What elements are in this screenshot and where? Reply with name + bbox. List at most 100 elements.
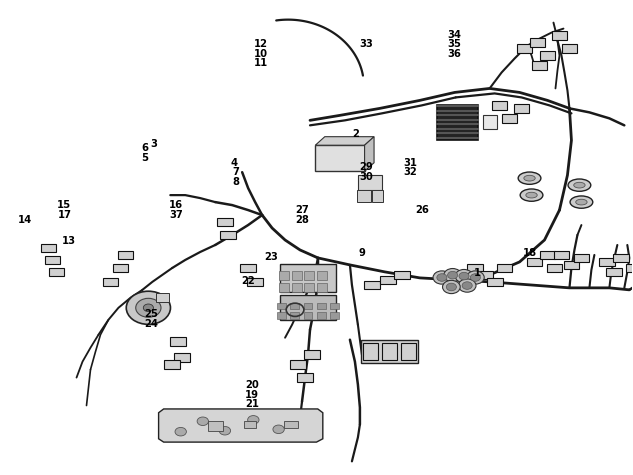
Bar	[304, 303, 313, 309]
Text: 6: 6	[141, 143, 148, 153]
Bar	[330, 312, 339, 319]
Bar	[248, 277, 263, 286]
Text: 15: 15	[57, 200, 71, 210]
Text: 20: 20	[245, 380, 259, 390]
Text: 31: 31	[403, 158, 417, 168]
Bar	[113, 264, 128, 272]
Ellipse shape	[518, 172, 541, 184]
Circle shape	[467, 271, 484, 284]
Text: 18: 18	[523, 247, 537, 257]
Text: 7: 7	[232, 167, 239, 177]
Bar	[554, 251, 569, 259]
Text: 29: 29	[359, 162, 373, 172]
Circle shape	[437, 274, 447, 281]
Bar	[304, 351, 320, 359]
Bar	[573, 254, 589, 262]
Polygon shape	[315, 137, 374, 145]
Bar	[317, 303, 326, 309]
Bar	[513, 104, 529, 113]
Text: 13: 13	[62, 236, 76, 247]
Bar	[497, 264, 513, 272]
Text: 30: 30	[359, 172, 373, 182]
Bar	[304, 312, 313, 319]
Circle shape	[175, 428, 186, 436]
Bar	[280, 295, 337, 320]
Bar	[241, 264, 256, 272]
Circle shape	[219, 427, 230, 435]
Text: 37: 37	[170, 210, 183, 220]
Text: 34: 34	[447, 30, 461, 40]
Text: 24: 24	[144, 319, 158, 329]
Bar	[292, 283, 302, 292]
Text: 35: 35	[448, 39, 461, 49]
Bar	[530, 38, 546, 47]
Bar	[401, 343, 417, 360]
Text: 19: 19	[245, 390, 259, 400]
Bar	[546, 264, 562, 272]
Text: 16: 16	[169, 200, 184, 210]
Text: 8: 8	[232, 177, 239, 187]
Bar	[477, 271, 492, 279]
Bar	[539, 251, 555, 259]
Text: 28: 28	[296, 215, 310, 225]
Bar	[317, 312, 326, 319]
Text: 33: 33	[359, 39, 373, 49]
Bar	[41, 244, 56, 252]
Text: 5: 5	[141, 153, 148, 163]
Text: 2: 2	[352, 129, 359, 139]
Circle shape	[273, 425, 284, 434]
Bar	[483, 115, 496, 130]
Text: 12: 12	[254, 39, 268, 49]
Bar	[175, 353, 190, 362]
Bar	[165, 361, 180, 369]
Bar	[539, 51, 555, 60]
Bar	[517, 44, 532, 53]
Text: 9: 9	[358, 247, 365, 257]
Bar	[220, 231, 236, 239]
Bar	[277, 303, 286, 309]
Bar	[527, 257, 542, 266]
Text: 25: 25	[144, 309, 158, 319]
Bar	[361, 340, 418, 363]
Bar	[297, 373, 313, 382]
Bar	[394, 271, 410, 279]
Bar	[317, 283, 327, 292]
Bar	[487, 277, 503, 286]
Bar	[156, 293, 168, 302]
Ellipse shape	[524, 175, 536, 181]
Bar	[561, 44, 577, 53]
Circle shape	[448, 271, 458, 279]
Bar	[304, 271, 315, 280]
Text: 26: 26	[416, 205, 430, 215]
Bar	[380, 276, 396, 284]
Bar	[291, 303, 299, 309]
Bar	[606, 267, 622, 276]
Bar	[532, 61, 548, 70]
Bar	[49, 267, 65, 276]
Bar	[492, 101, 508, 110]
Bar	[330, 303, 339, 309]
Text: 17: 17	[58, 210, 72, 220]
Circle shape	[126, 291, 170, 324]
Ellipse shape	[520, 189, 543, 201]
Circle shape	[444, 268, 461, 282]
Bar	[551, 31, 567, 40]
Bar	[467, 264, 482, 272]
Polygon shape	[159, 409, 323, 442]
Bar	[280, 264, 337, 292]
Bar	[277, 312, 286, 319]
Bar	[208, 421, 223, 431]
Bar	[170, 337, 186, 346]
Ellipse shape	[568, 179, 591, 191]
Circle shape	[197, 417, 208, 426]
Bar	[292, 271, 302, 280]
Polygon shape	[365, 137, 374, 171]
Bar	[358, 175, 382, 190]
Circle shape	[470, 274, 480, 281]
Ellipse shape	[576, 199, 587, 205]
Bar	[372, 190, 383, 202]
Text: 4: 4	[231, 158, 238, 168]
Circle shape	[459, 272, 469, 280]
Text: 1: 1	[474, 268, 481, 278]
Bar	[363, 343, 379, 360]
